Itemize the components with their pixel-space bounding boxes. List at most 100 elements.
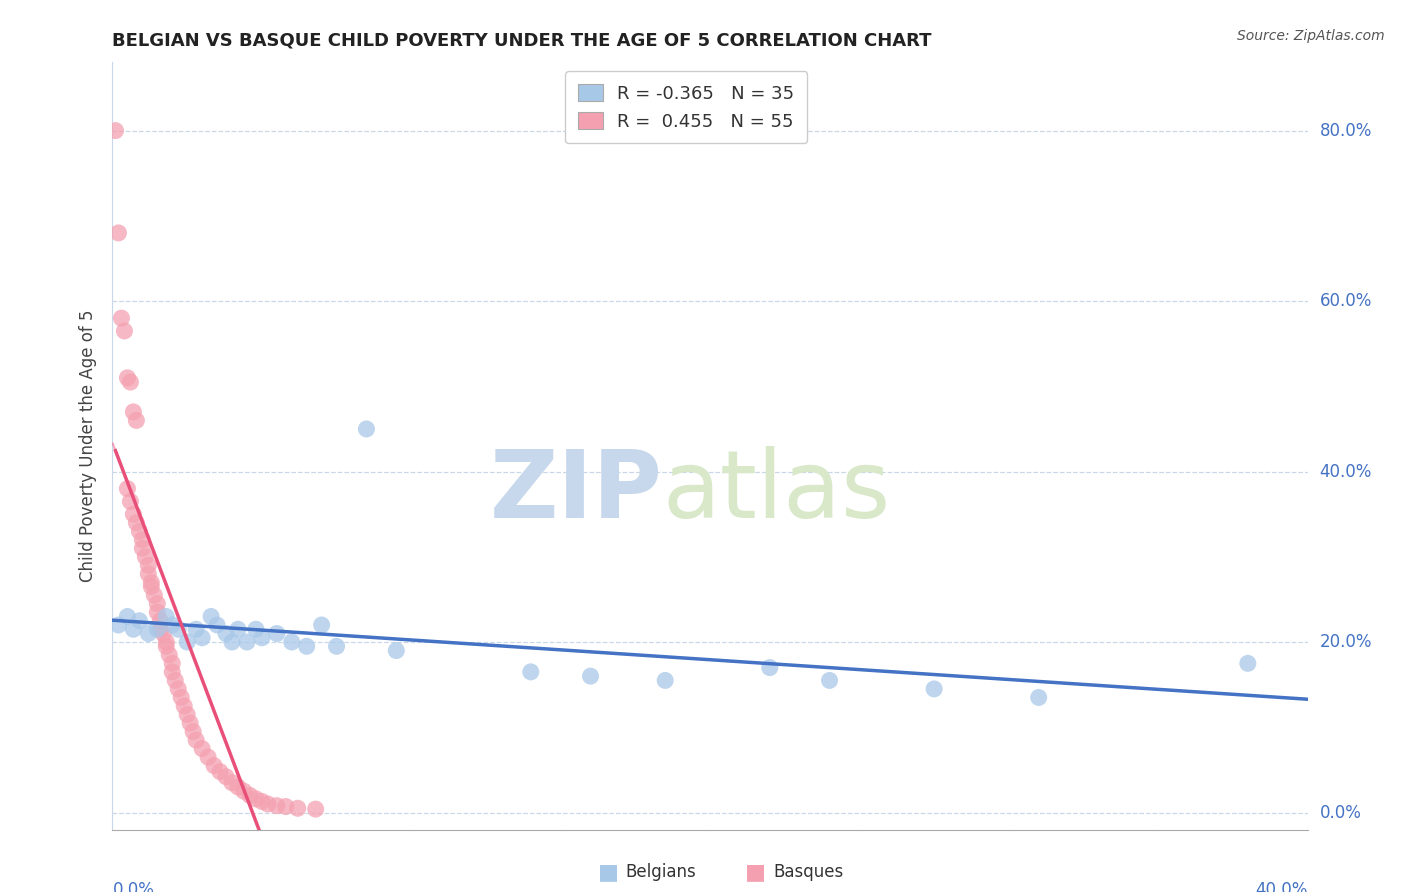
Point (128, 614, 150, 628)
Point (138, 558, 160, 573)
Point (138, 566, 160, 581)
Point (128, 524, 150, 539)
Point (149, 622, 172, 636)
Point (157, 648, 180, 662)
Text: Belgians: Belgians (626, 863, 696, 881)
Point (197, 750, 219, 764)
Legend: R = -0.365   N = 35, R =  0.455   N = 55: R = -0.365 N = 35, R = 0.455 N = 55 (565, 71, 807, 144)
Point (191, 741, 214, 756)
Text: 80.0%: 80.0% (1320, 121, 1372, 140)
Point (250, 794, 273, 808)
Point (181, 724, 204, 739)
Point (245, 622, 267, 636)
Point (141, 575, 163, 590)
Point (579, 669, 602, 683)
Point (122, 405, 145, 419)
Point (176, 707, 198, 722)
Point (110, 311, 132, 326)
Point (162, 618, 183, 632)
Point (125, 413, 148, 427)
Point (167, 622, 190, 636)
Point (131, 533, 153, 547)
Point (134, 549, 156, 564)
Point (922, 681, 945, 696)
Text: ■: ■ (745, 863, 766, 882)
Y-axis label: Child Poverty Under the Age of 5: Child Poverty Under the Age of 5 (79, 310, 97, 582)
Point (356, 422, 378, 436)
Point (173, 698, 195, 713)
Point (205, 618, 228, 632)
Text: 0.0%: 0.0% (112, 880, 155, 892)
Point (245, 792, 267, 806)
Text: atlas: atlas (662, 446, 890, 538)
Point (209, 764, 232, 779)
Point (122, 622, 145, 636)
Point (236, 635, 259, 649)
Point (146, 597, 169, 611)
Point (165, 673, 187, 688)
Point (155, 609, 177, 624)
Point (311, 618, 333, 632)
Point (759, 660, 782, 674)
Point (818, 673, 841, 688)
Point (202, 758, 225, 772)
Point (107, 618, 129, 632)
Point (125, 516, 148, 530)
Point (295, 640, 318, 654)
Point (385, 643, 408, 657)
Point (170, 690, 193, 705)
Point (325, 640, 347, 654)
Point (155, 640, 177, 654)
Text: ■: ■ (598, 863, 619, 882)
Point (200, 609, 222, 624)
Point (191, 631, 214, 645)
Point (120, 494, 142, 508)
Point (131, 541, 153, 556)
Point (120, 375, 142, 389)
Point (266, 626, 288, 640)
Point (146, 605, 169, 619)
Point (104, 123, 127, 137)
Point (152, 626, 174, 640)
Point (287, 801, 309, 815)
Text: 0.0%: 0.0% (1320, 804, 1361, 822)
Point (221, 775, 243, 789)
Point (122, 507, 145, 521)
Point (141, 580, 163, 594)
Point (167, 681, 190, 696)
Point (233, 784, 256, 798)
Point (146, 622, 169, 636)
Point (1237, 657, 1260, 671)
Point (226, 622, 249, 636)
Point (281, 635, 304, 649)
Point (179, 716, 201, 731)
Text: 60.0%: 60.0% (1320, 292, 1372, 310)
Point (1028, 690, 1050, 705)
Text: 20.0%: 20.0% (1320, 633, 1372, 651)
Point (107, 226, 129, 240)
Point (221, 635, 243, 649)
Point (155, 635, 177, 649)
Point (149, 614, 172, 628)
Point (143, 588, 166, 602)
Text: Basques: Basques (773, 863, 844, 881)
Point (117, 609, 139, 624)
Point (162, 657, 183, 671)
Point (117, 482, 139, 496)
Point (186, 622, 208, 636)
Point (215, 770, 238, 784)
Point (266, 798, 288, 813)
Text: ZIP: ZIP (489, 446, 662, 538)
Point (305, 802, 328, 816)
Point (162, 665, 183, 679)
Point (654, 673, 676, 688)
Point (114, 324, 135, 338)
Text: 40.0%: 40.0% (1256, 880, 1308, 892)
Point (226, 780, 249, 794)
Point (138, 626, 160, 640)
Point (257, 797, 280, 811)
Point (239, 789, 262, 803)
Point (215, 626, 238, 640)
Point (520, 665, 543, 679)
Point (186, 733, 208, 747)
